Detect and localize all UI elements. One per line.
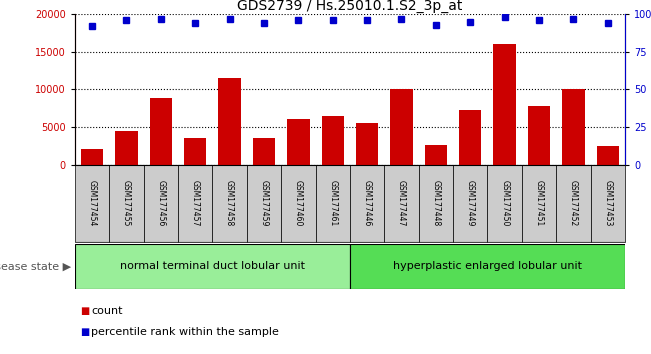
- Text: GSM177461: GSM177461: [328, 181, 337, 227]
- Text: GSM177449: GSM177449: [465, 180, 475, 227]
- Bar: [322, 116, 344, 165]
- Bar: [81, 149, 104, 165]
- Bar: [590, 165, 625, 242]
- Bar: [178, 165, 212, 242]
- Bar: [109, 165, 144, 242]
- Text: ■: ■: [80, 306, 89, 316]
- Text: disease state ▶: disease state ▶: [0, 261, 72, 272]
- Bar: [528, 106, 550, 165]
- Bar: [350, 165, 384, 242]
- Text: normal terminal duct lobular unit: normal terminal duct lobular unit: [120, 261, 305, 272]
- Bar: [488, 165, 522, 242]
- Bar: [281, 165, 316, 242]
- Text: GSM177452: GSM177452: [569, 181, 578, 227]
- Bar: [391, 89, 413, 165]
- Bar: [75, 165, 109, 242]
- Text: GSM177450: GSM177450: [500, 180, 509, 227]
- Text: GSM177457: GSM177457: [191, 180, 200, 227]
- Bar: [522, 165, 556, 242]
- Text: GSM177448: GSM177448: [432, 181, 440, 227]
- Bar: [218, 78, 241, 165]
- Text: GSM177459: GSM177459: [260, 180, 268, 227]
- Text: GSM177460: GSM177460: [294, 180, 303, 227]
- Bar: [384, 165, 419, 242]
- Bar: [350, 244, 625, 289]
- Bar: [287, 120, 309, 165]
- Bar: [253, 138, 275, 165]
- Text: GSM177456: GSM177456: [156, 180, 165, 227]
- Bar: [75, 244, 350, 289]
- Bar: [356, 123, 378, 165]
- Bar: [316, 165, 350, 242]
- Text: GSM177453: GSM177453: [603, 180, 613, 227]
- Bar: [184, 138, 206, 165]
- Text: hyperplastic enlarged lobular unit: hyperplastic enlarged lobular unit: [393, 261, 582, 272]
- Text: GSM177451: GSM177451: [534, 181, 544, 227]
- Text: GSM177447: GSM177447: [397, 180, 406, 227]
- Bar: [596, 146, 619, 165]
- Text: GSM177455: GSM177455: [122, 180, 131, 227]
- Text: GSM177454: GSM177454: [87, 180, 96, 227]
- Text: count: count: [91, 306, 122, 316]
- Bar: [562, 89, 585, 165]
- Bar: [424, 145, 447, 165]
- Text: percentile rank within the sample: percentile rank within the sample: [91, 327, 279, 337]
- Bar: [419, 165, 453, 242]
- Bar: [212, 165, 247, 242]
- Bar: [453, 165, 488, 242]
- Bar: [115, 131, 137, 165]
- Bar: [247, 165, 281, 242]
- Bar: [459, 110, 482, 165]
- Title: GDS2739 / Hs.25010.1.S2_3p_at: GDS2739 / Hs.25010.1.S2_3p_at: [237, 0, 463, 13]
- Text: GSM177458: GSM177458: [225, 181, 234, 227]
- Bar: [493, 44, 516, 165]
- Bar: [556, 165, 590, 242]
- Bar: [144, 165, 178, 242]
- Text: GSM177446: GSM177446: [363, 180, 372, 227]
- Bar: [150, 98, 172, 165]
- Text: ■: ■: [80, 327, 89, 337]
